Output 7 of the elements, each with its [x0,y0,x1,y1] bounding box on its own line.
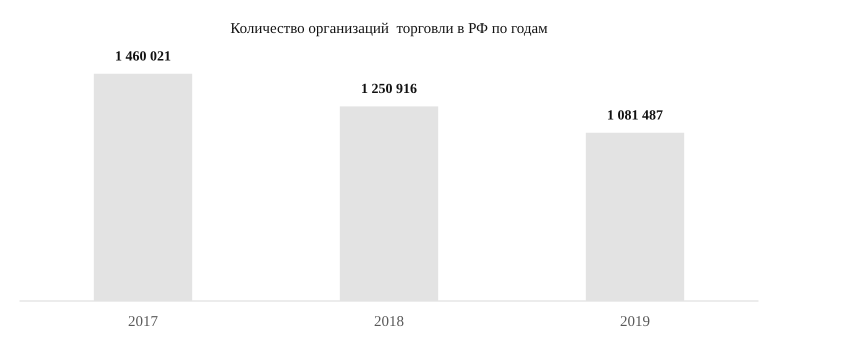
x-tick-label: 2019 [620,314,650,330]
chart-title: Количество организаций торговли в РФ по годам [230,20,548,37]
x-tick-label: 2017 [128,314,158,330]
data-label: 1 250 916 [361,82,417,97]
data-label: 1 081 487 [607,108,663,124]
x-tick-label: 2018 [374,314,404,330]
data-label: 1 460 021 [115,49,171,64]
